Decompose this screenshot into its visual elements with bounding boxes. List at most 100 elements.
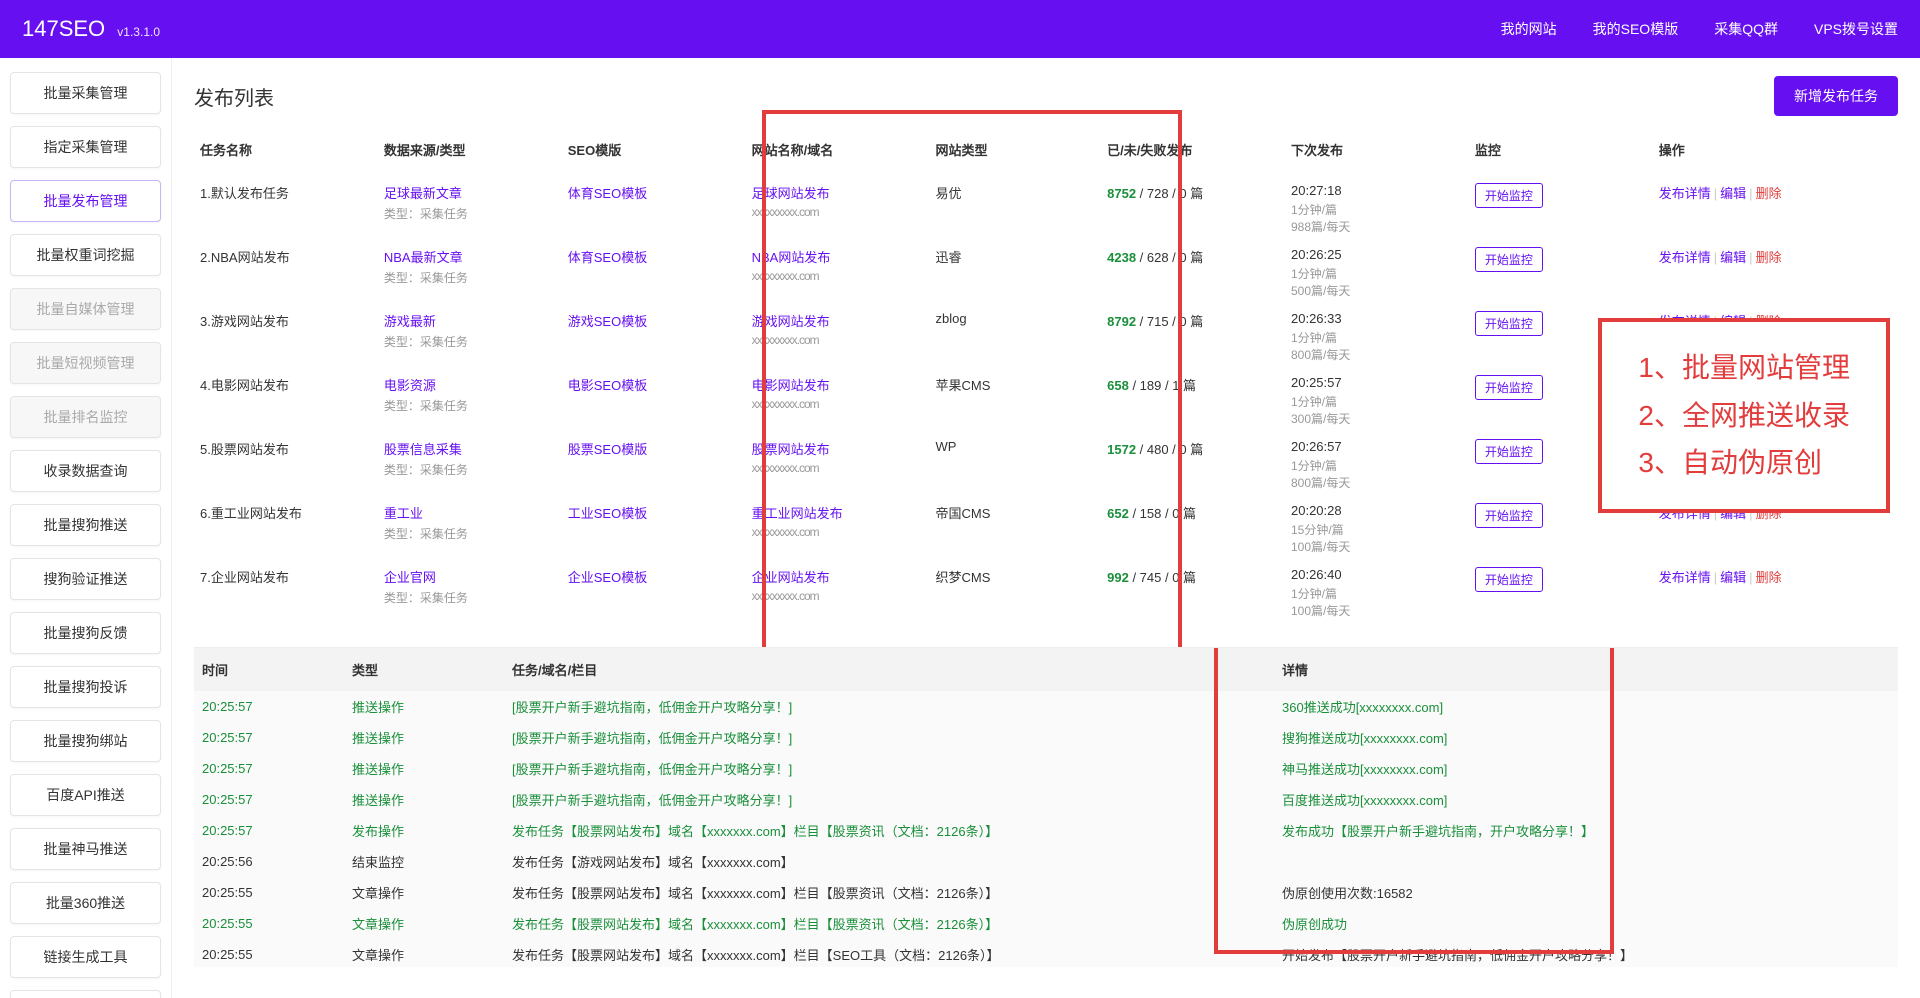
task-source[interactable]: 游戏最新	[384, 314, 436, 329]
log-detail	[1274, 846, 1898, 877]
sidebar-item[interactable]: 收录数据查询	[10, 450, 161, 492]
log-detail: 伪原创成功	[1274, 908, 1898, 939]
start-monitor-button[interactable]: 开始监控	[1475, 375, 1543, 400]
task-source[interactable]: 重工业	[384, 506, 423, 521]
task-name: 6.重工业网站发布	[194, 491, 378, 555]
task-source[interactable]: NBA最新文章	[384, 250, 463, 265]
sidebar-item[interactable]: 链接抓取工具	[10, 990, 161, 998]
task-domain: xxxxxxxxx.com	[752, 333, 924, 347]
sidebar-item[interactable]: 批量搜狗投诉	[10, 666, 161, 708]
log-detail: 百度推送成功[xxxxxxxx.com]	[1274, 784, 1898, 815]
site-type: 迅睿	[930, 235, 1102, 299]
site-type: 易优	[930, 171, 1102, 235]
sidebar-item[interactable]: 百度API推送	[10, 774, 161, 816]
task-site[interactable]: 足球网站发布	[752, 186, 830, 201]
task-template[interactable]: 工业SEO模板	[568, 506, 647, 521]
edit-link[interactable]: 编辑	[1720, 250, 1746, 265]
logo: 147SEO v1.3.1.0	[22, 16, 160, 42]
task-site[interactable]: 电影网站发布	[752, 378, 830, 393]
sidebar-item[interactable]: 批量搜狗反馈	[10, 612, 161, 654]
sidebar-item[interactable]: 搜狗验证推送	[10, 558, 161, 600]
task-template[interactable]: 企业SEO模板	[568, 570, 647, 585]
log-task: [股票开户新手避坑指南，低佣金开户攻略分享！]	[504, 784, 1274, 815]
task-template[interactable]: 游戏SEO模板	[568, 314, 647, 329]
task-col-header: 网站类型	[930, 130, 1102, 171]
log-type: 推送操作	[344, 722, 504, 753]
log-detail: 搜狗推送成功[xxxxxxxx.com]	[1274, 722, 1898, 753]
publish-detail-link[interactable]: 发布详情	[1659, 570, 1711, 585]
log-col-header: 时间	[194, 648, 344, 691]
topnav-item[interactable]: 采集QQ群	[1714, 19, 1778, 39]
add-task-button[interactable]: 新增发布任务	[1774, 76, 1898, 116]
publish-detail-link[interactable]: 发布详情	[1659, 250, 1711, 265]
sidebar-item[interactable]: 批量采集管理	[10, 72, 161, 114]
next-publish: 20:26:401分钟/篇 100篇/每天	[1285, 555, 1469, 619]
task-col-header: 数据来源/类型	[378, 130, 562, 171]
site-type: 苹果CMS	[930, 363, 1102, 427]
task-domain: xxxxxxxxx.com	[752, 589, 924, 603]
task-source-type: 类型：采集任务	[384, 525, 556, 542]
log-task: [股票开户新手避坑指南，低佣金开户攻略分享！]	[504, 722, 1274, 753]
task-template[interactable]: 电影SEO模板	[568, 378, 647, 393]
start-monitor-button[interactable]: 开始监控	[1475, 567, 1543, 592]
annot-line: 3、自动伪原创	[1638, 439, 1850, 487]
task-source[interactable]: 足球最新文章	[384, 186, 462, 201]
task-source[interactable]: 电影资源	[384, 378, 436, 393]
task-site[interactable]: 股票网站发布	[752, 442, 830, 457]
version-text: v1.3.1.0	[117, 25, 160, 39]
start-monitor-button[interactable]: 开始监控	[1475, 439, 1543, 464]
task-source[interactable]: 企业官网	[384, 570, 436, 585]
delete-link[interactable]: 删除	[1756, 570, 1782, 585]
site-type: 帝国CMS	[930, 491, 1102, 555]
task-template[interactable]: 体育SEO模板	[568, 186, 647, 201]
task-site[interactable]: 游戏网站发布	[752, 314, 830, 329]
task-name: 3.游戏网站发布	[194, 299, 378, 363]
sidebar-item[interactable]: 链接生成工具	[10, 936, 161, 978]
topnav-item[interactable]: VPS拨号设置	[1814, 19, 1898, 39]
log-task: 发布任务【股票网站发布】域名【xxxxxxx.com】栏目【股票资讯（文档：21…	[504, 815, 1274, 846]
topnav-item[interactable]: 我的网站	[1501, 19, 1557, 39]
publish-count: 658 / 189 / 1 篇	[1101, 363, 1285, 427]
sidebar-item[interactable]: 批量神马推送	[10, 828, 161, 870]
edit-link[interactable]: 编辑	[1720, 186, 1746, 201]
logo-text: 147SEO	[22, 16, 105, 41]
sidebar-item[interactable]: 批量搜狗推送	[10, 504, 161, 546]
topnav-item[interactable]: 我的SEO模版	[1593, 19, 1679, 39]
sidebar-item[interactable]: 批量360推送	[10, 882, 161, 924]
log-time: 20:25:57	[194, 784, 344, 815]
start-monitor-button[interactable]: 开始监控	[1475, 503, 1543, 528]
delete-link[interactable]: 删除	[1756, 186, 1782, 201]
next-publish: 20:25:571分钟/篇 300篇/每天	[1285, 363, 1469, 427]
publish-count: 8752 / 728 / 0 篇	[1101, 171, 1285, 235]
task-site[interactable]: NBA网站发布	[752, 250, 831, 265]
task-template[interactable]: 股票SEO模版	[568, 442, 647, 457]
site-type: 织梦CMS	[930, 555, 1102, 619]
start-monitor-button[interactable]: 开始监控	[1475, 183, 1543, 208]
sidebar-item[interactable]: 指定采集管理	[10, 126, 161, 168]
start-monitor-button[interactable]: 开始监控	[1475, 247, 1543, 272]
start-monitor-button[interactable]: 开始监控	[1475, 311, 1543, 336]
log-row: 20:25:55文章操作发布任务【股票网站发布】域名【xxxxxxx.com】栏…	[194, 877, 1898, 908]
task-name: 5.股票网站发布	[194, 427, 378, 491]
sidebar-item[interactable]: 批量权重词挖掘	[10, 234, 161, 276]
task-name: 2.NBA网站发布	[194, 235, 378, 299]
log-time: 20:25:55	[194, 908, 344, 939]
publish-detail-link[interactable]: 发布详情	[1659, 186, 1711, 201]
task-col-header: 监控	[1469, 130, 1653, 171]
task-template[interactable]: 体育SEO模板	[568, 250, 647, 265]
next-publish: 20:26:331分钟/篇 800篇/每天	[1285, 299, 1469, 363]
task-col-header: 任务名称	[194, 130, 378, 171]
delete-link[interactable]: 删除	[1756, 250, 1782, 265]
log-panel: 时间类型任务/域名/栏目详情 20:25:57推送操作[股票开户新手避坑指南，低…	[194, 647, 1898, 967]
task-source[interactable]: 股票信息采集	[384, 442, 462, 457]
edit-link[interactable]: 编辑	[1720, 570, 1746, 585]
site-type: WP	[930, 427, 1102, 491]
task-site[interactable]: 企业网站发布	[752, 570, 830, 585]
task-source-type: 类型：采集任务	[384, 589, 556, 606]
sidebar-item[interactable]: 批量发布管理	[10, 180, 161, 222]
task-site[interactable]: 重工业网站发布	[752, 506, 843, 521]
log-time: 20:25:57	[194, 722, 344, 753]
sidebar-item[interactable]: 批量搜狗绑站	[10, 720, 161, 762]
task-col-header: SEO模版	[562, 130, 746, 171]
site-type: zblog	[930, 299, 1102, 363]
